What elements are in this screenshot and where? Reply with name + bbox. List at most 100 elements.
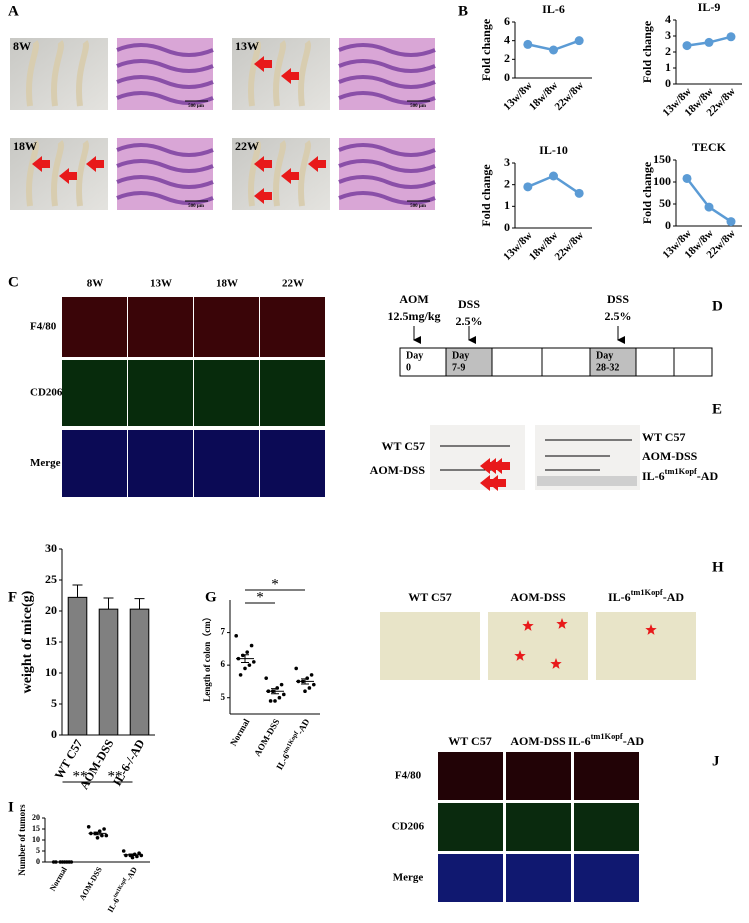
fluorescence-image bbox=[506, 854, 571, 902]
tumor-arrow bbox=[254, 156, 272, 172]
y-tick-label: 15 bbox=[32, 824, 40, 833]
group-label: WT C57 bbox=[642, 430, 685, 444]
point bbox=[241, 653, 245, 658]
point bbox=[523, 182, 533, 192]
tissue-fold bbox=[338, 143, 436, 157]
y-tick-label: 10 bbox=[32, 835, 40, 844]
fluorescence-image bbox=[574, 752, 639, 800]
tissue-fold bbox=[116, 91, 214, 105]
point bbox=[234, 634, 238, 638]
fluorescence-image bbox=[260, 297, 325, 357]
point bbox=[549, 171, 558, 181]
group-label: AOM-DSS bbox=[510, 590, 566, 604]
colon-shape bbox=[51, 40, 64, 107]
tumor-star bbox=[522, 620, 534, 631]
point bbox=[282, 692, 286, 697]
time-point-label: 18W bbox=[13, 139, 37, 153]
chart-title: TECK bbox=[692, 140, 727, 154]
y-tick-label: 15 bbox=[45, 634, 57, 648]
tissue-fold bbox=[116, 175, 214, 189]
colon-shape bbox=[273, 40, 286, 107]
x-tick-label: IL-6tm1Kopf-AD bbox=[105, 865, 139, 914]
column-label: WT C57 bbox=[448, 734, 491, 748]
tumor-arrow bbox=[281, 68, 299, 84]
y-tick-label: 0 bbox=[36, 857, 40, 866]
point bbox=[86, 825, 91, 829]
x-tick-label: 22w/8w bbox=[553, 79, 587, 113]
label-part: IL-6 bbox=[106, 896, 121, 914]
time-point-label: 22W bbox=[235, 139, 259, 153]
timeline-cell bbox=[399, 347, 447, 377]
day-label: Day bbox=[596, 350, 613, 361]
significance-label: ** bbox=[108, 768, 123, 784]
label-part: tm1Kopf bbox=[631, 588, 663, 597]
y-tick-label: 4 bbox=[504, 32, 510, 46]
colon-photo bbox=[430, 425, 525, 490]
y-axis-label: Length of colon（cm） bbox=[202, 612, 212, 702]
error-bar bbox=[93, 831, 102, 836]
tumor-arrow bbox=[254, 56, 272, 72]
timeline-cell bbox=[445, 347, 493, 377]
day-range: 7-9 bbox=[452, 362, 465, 373]
point bbox=[124, 853, 128, 858]
point bbox=[137, 851, 141, 855]
fluorescence-image bbox=[194, 297, 259, 357]
point bbox=[549, 45, 558, 55]
point bbox=[102, 827, 106, 831]
y-tick-label: 6 bbox=[221, 659, 226, 669]
y-tick-label: 20 bbox=[32, 813, 40, 822]
tissue-fold bbox=[338, 175, 436, 189]
bar bbox=[67, 596, 88, 736]
label-part: -AD bbox=[697, 469, 719, 483]
point bbox=[523, 39, 533, 49]
tissue-fold bbox=[116, 59, 214, 73]
y-tick-label: 2 bbox=[665, 44, 671, 58]
tumor-arrow bbox=[254, 188, 272, 204]
y-tick-label: 0 bbox=[504, 70, 510, 84]
chart-title: IL-10 bbox=[539, 143, 568, 157]
colon-shape bbox=[76, 140, 89, 207]
y-tick-label: 0 bbox=[665, 76, 671, 90]
column-label: 8W bbox=[87, 278, 104, 290]
panel-label: G bbox=[205, 589, 217, 605]
bar bbox=[98, 608, 119, 736]
point bbox=[307, 686, 312, 690]
time-point-label: 8W bbox=[13, 39, 31, 53]
point bbox=[704, 37, 714, 47]
label-part: -AD bbox=[124, 865, 139, 882]
agent-label: AOM bbox=[399, 292, 428, 306]
y-tick-label: 3 bbox=[665, 28, 671, 42]
point bbox=[309, 673, 314, 677]
point bbox=[264, 676, 269, 680]
colon-shape bbox=[26, 140, 39, 207]
colon-shape bbox=[298, 140, 311, 207]
tissue-fold bbox=[338, 191, 436, 205]
fluorescence-image bbox=[260, 360, 325, 426]
x-tick-label: AOM-DSS bbox=[252, 717, 281, 758]
significance-label: ** bbox=[73, 768, 88, 784]
point bbox=[726, 217, 736, 227]
tissue-fold bbox=[116, 143, 214, 157]
label-part: -AD bbox=[663, 590, 685, 604]
panel-label: E bbox=[712, 401, 722, 417]
fluorescence-image bbox=[128, 430, 193, 497]
point bbox=[279, 682, 284, 687]
chart-title: IL-9 bbox=[698, 0, 721, 14]
tumor-star bbox=[645, 624, 657, 635]
point bbox=[121, 849, 126, 853]
point bbox=[303, 689, 307, 693]
timeline-cell bbox=[541, 347, 591, 377]
label-part: IL-6 bbox=[608, 590, 631, 604]
error-bar bbox=[134, 598, 145, 610]
panel-label: J bbox=[712, 753, 720, 769]
point bbox=[139, 853, 144, 858]
y-tick-label: 100 bbox=[653, 174, 671, 188]
scale-bar-label: 500 μm bbox=[410, 104, 427, 109]
error-bar bbox=[128, 853, 137, 857]
point bbox=[275, 686, 280, 690]
point bbox=[726, 32, 736, 42]
point bbox=[704, 202, 714, 212]
point bbox=[238, 673, 243, 677]
y-tick-label: 1 bbox=[665, 60, 671, 74]
tumor-star bbox=[514, 650, 526, 661]
